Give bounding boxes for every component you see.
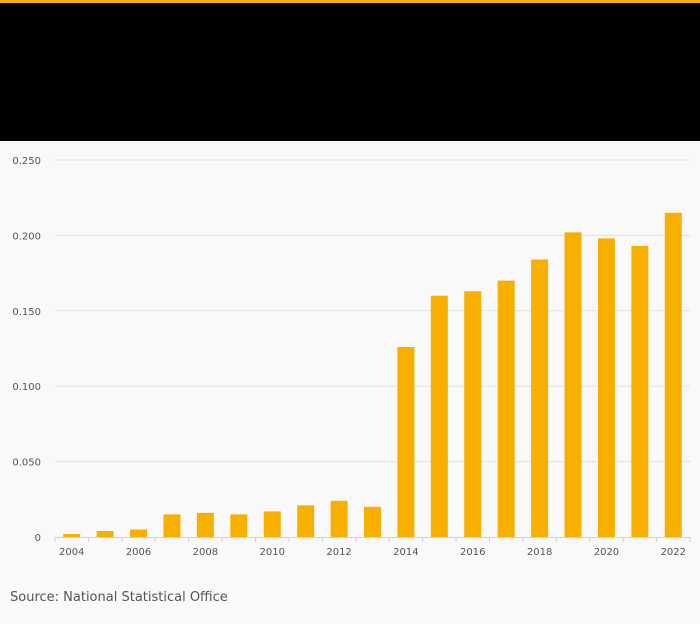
- bar: [96, 530, 114, 537]
- bar: [230, 514, 248, 537]
- chart-area: 0 0.050 0.100 0.150 0.200 0.250 2004 2006 2008 20…: [0, 141, 700, 581]
- bar: [63, 533, 81, 537]
- bar: [597, 238, 615, 537]
- bar: [163, 514, 181, 537]
- bar: [330, 500, 348, 537]
- bar: [464, 291, 482, 537]
- x-tick-label: 2022: [661, 547, 686, 558]
- y-tick-label: 0.250: [12, 156, 41, 167]
- x-tick-label: 2010: [260, 547, 285, 558]
- x-tick-label: 2004: [59, 547, 84, 558]
- x-tick-label: 2006: [126, 547, 151, 558]
- bar: [130, 529, 148, 537]
- bar: [297, 505, 315, 537]
- x-tick-label: 2016: [460, 547, 485, 558]
- bar: [664, 212, 682, 537]
- source-note: Source: National Statistical Office: [10, 590, 228, 605]
- bar: [430, 295, 448, 537]
- y-tick-label: 0.050: [12, 458, 41, 469]
- bar: [497, 280, 515, 537]
- bar: [531, 259, 549, 537]
- x-tick-label: 2014: [393, 547, 418, 558]
- bar: [196, 512, 214, 537]
- y-tick-label: 0: [35, 533, 41, 544]
- x-tick-label: 2020: [594, 547, 619, 558]
- header-block: [0, 3, 700, 141]
- bar-chart: 0 0.050 0.100 0.150 0.200 0.250 2004 2006 2008 20…: [12, 156, 691, 558]
- y-tick-label: 0.100: [12, 382, 41, 393]
- x-tick-label: 2012: [326, 547, 351, 558]
- bar: [263, 511, 281, 537]
- bar: [364, 506, 381, 537]
- x-tick-label: 2018: [527, 547, 552, 558]
- y-tick-label: 0.200: [12, 231, 41, 242]
- x-tick-label: 2008: [193, 547, 218, 558]
- accent-line: [0, 0, 700, 3]
- bar: [397, 346, 415, 537]
- y-tick-label: 0.150: [12, 307, 41, 318]
- bar: [564, 232, 582, 537]
- bar: [631, 245, 649, 537]
